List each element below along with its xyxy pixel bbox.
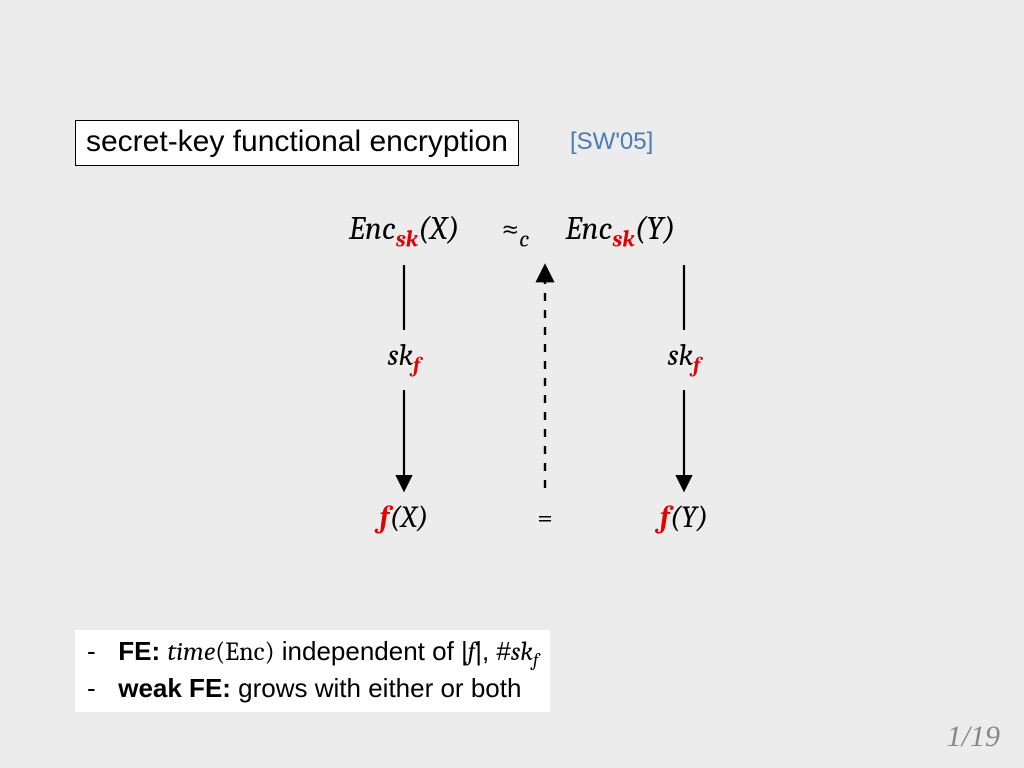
diagram-arrows	[0, 210, 1024, 560]
page-number-text: 1/19	[947, 720, 1000, 753]
title-box: secret-key functional encryption	[75, 120, 519, 166]
bullet-box: - FE: time(Enc) independent of |f|, #skf…	[75, 630, 550, 712]
bullet-1: - FE: time(Enc) independent of |f|, #skf	[87, 636, 538, 671]
b1-label: FE:	[118, 636, 160, 666]
b1-time: time	[167, 637, 215, 667]
b2-label: weak FE:	[118, 673, 231, 703]
b1-enc: (Enc)	[215, 637, 274, 667]
page-number: 1/19	[947, 720, 1000, 754]
fe-diagram: Encsk(X) ≈c Encsk(Y) skf skf f(X) = f(Y)	[0, 210, 1024, 560]
citation-text: [SW'05]	[570, 128, 653, 155]
b1-end1: |, #	[475, 636, 511, 666]
title-text: secret-key functional encryption	[86, 125, 508, 158]
citation: [SW'05]	[570, 128, 653, 156]
b1-sksub: f	[533, 649, 538, 671]
b1-mid: independent of |	[275, 636, 468, 666]
b2-text: grows with either or both	[231, 673, 521, 703]
bullet-2: - weak FE: grows with either or both	[87, 673, 538, 704]
b1-sk: sk	[511, 637, 533, 667]
